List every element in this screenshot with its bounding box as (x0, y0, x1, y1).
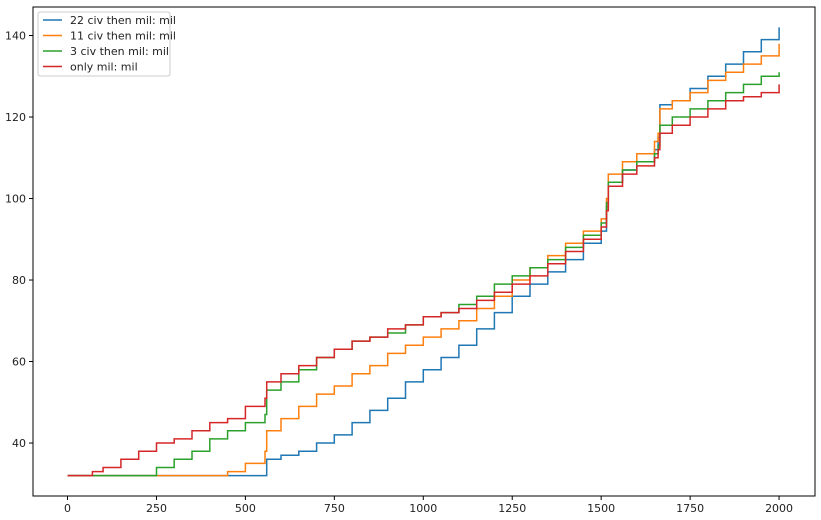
series-line-2 (67, 43, 780, 477)
legend-box (37, 11, 171, 77)
legend-label-2: 11 civ then mil: mil (70, 30, 176, 43)
legend-label-1: 22 civ then mil: mil (70, 14, 176, 27)
axis-layer: 0 250 500 750 1000 1250 1500 1750 2000 40 60 80 100 1… (5, 30, 793, 515)
x-tick-label: 1750 (676, 502, 704, 515)
series-line-1 (67, 27, 780, 477)
x-tick-label: 1500 (587, 502, 615, 515)
x-tick-label: 2000 (765, 502, 793, 515)
series-line-3 (67, 72, 780, 477)
x-tick-label: 500 (235, 502, 256, 515)
legend: 22 civ then mil: mil 11 civ then mil: mil… (37, 11, 176, 77)
y-tick-label: 60 (12, 356, 26, 369)
x-tick-label: 1000 (409, 502, 437, 515)
x-tick-label: 750 (324, 502, 345, 515)
legend-label-4: only mil: mil (70, 61, 138, 74)
x-tick-label: 250 (146, 502, 167, 515)
y-tick-label: 120 (5, 111, 26, 124)
legend-label-3: 3 civ then mil: mil (70, 45, 169, 58)
x-tick-label: 1250 (498, 502, 526, 515)
x-tick-label: 0 (64, 502, 71, 515)
series-layer (67, 27, 780, 477)
plot-frame (32, 6, 816, 497)
y-tick-label: 40 (12, 437, 26, 450)
series-line-4 (67, 84, 780, 477)
y-tick-label: 140 (5, 30, 26, 43)
y-tick-label: 80 (12, 274, 26, 287)
y-tick-label: 100 (5, 193, 26, 206)
